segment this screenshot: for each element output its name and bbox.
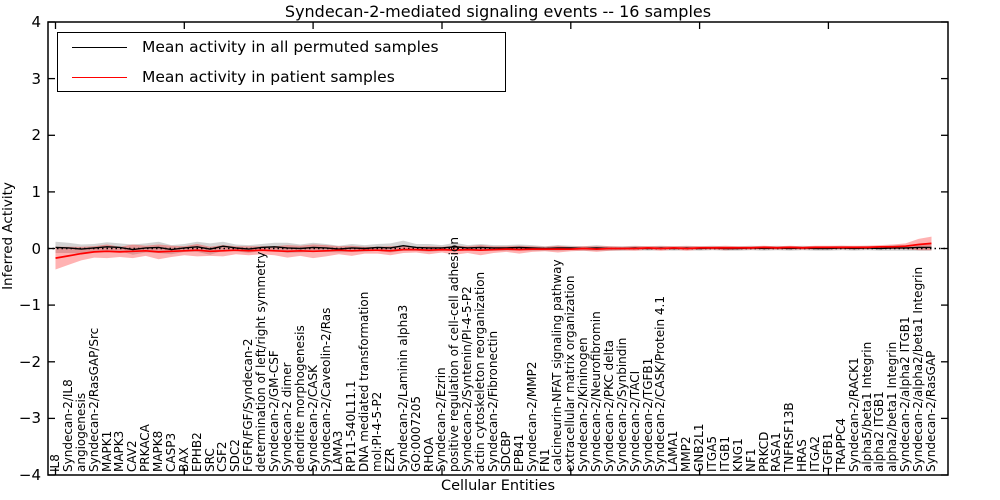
x-tick-label: Syndecan-2/RasGAP/Src [86, 327, 101, 472]
x-tick-label: NF1 [743, 448, 758, 472]
y-tick-label: 3 [31, 69, 41, 88]
x-tick-label: KNG1 [730, 438, 745, 472]
legend-label: Mean activity in patient samples [142, 68, 395, 86]
y-tick-label: 0 [31, 239, 41, 258]
x-tick-label: Syndecan-2 dimer [279, 362, 294, 472]
y-tick-label: 4 [31, 13, 41, 31]
legend: Mean activity in all permuted samples Me… [57, 32, 506, 92]
chart-title: Syndecan-2-mediated signaling events -- … [284, 2, 712, 21]
legend-label: Mean activity in all permuted samples [142, 38, 439, 56]
x-tick-label: TGFB1 [820, 432, 835, 472]
x-tick-label: Syndecan-2/IL8 [60, 379, 75, 472]
x-tick-label: Syndecan-2/MMP2 [524, 361, 539, 472]
x-tick-label: BAX [176, 447, 191, 472]
legend-line-sample-black [72, 46, 127, 48]
y-tick-label: −2 [18, 352, 41, 371]
x-tick-label: Syndecan-2/TACI [627, 370, 642, 472]
x-tick-label: ITGB1 [717, 435, 732, 472]
x-tick-label: Syndecan-2/Laminin alpha3 [395, 304, 410, 472]
x-tick-label: GO:0007205 [408, 395, 423, 472]
x-tick-label: CASP3 [163, 432, 178, 472]
x-tick-label: TRAPPC4 [833, 418, 848, 472]
x-tick-label: Syndecan-2/Synbindin [614, 337, 629, 472]
patient-mean-line [55, 242, 932, 259]
x-tick-label: angiogenesis [73, 392, 88, 472]
x-tick-label: dendrite morphogenesis [292, 325, 307, 472]
x-tick-label: Syndecan-2/CASK [305, 365, 320, 472]
y-tick-label: −4 [18, 466, 41, 484]
x-tick-label: Syndecan-2/PKC delta [601, 340, 616, 472]
x-tick-label: Syndecan-2/RasGAP [924, 350, 938, 472]
y-tick-label: −3 [18, 409, 41, 428]
x-tick-label: EPHB2 [189, 432, 204, 472]
y-tick-label: 2 [31, 126, 41, 145]
y-tick-label: 1 [31, 182, 41, 201]
legend-item-patient: Mean activity in patient samples [58, 65, 505, 89]
x-tick-label: Syndecan-2/RACK1 [846, 357, 861, 472]
y-tick-label: −1 [18, 296, 41, 315]
x-axis-label: Cellular Entities [440, 478, 556, 494]
patient-band [55, 236, 932, 270]
legend-line-sample-red [72, 76, 127, 78]
x-tick-label: EPB41 [511, 433, 526, 472]
legend-item-permuted: Mean activity in all permuted samples [58, 35, 505, 59]
x-tick-label: SDCBP [498, 431, 513, 472]
x-tick-label: EZR [382, 447, 397, 472]
